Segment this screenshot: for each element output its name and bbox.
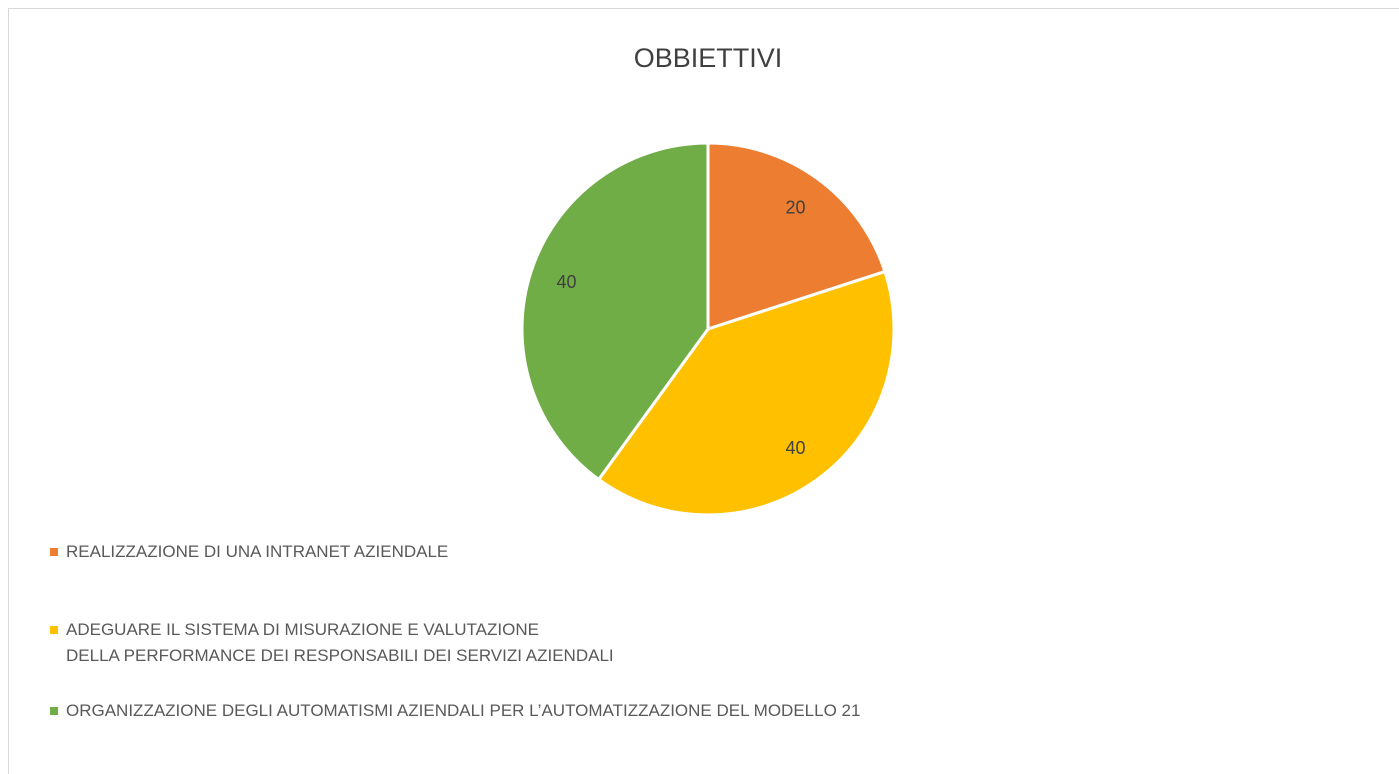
legend-swatch bbox=[50, 548, 58, 556]
pie-slice bbox=[596, 269, 896, 517]
legend-swatch bbox=[50, 707, 58, 715]
legend-entry: ADEGUARE IL SISTEMA DI MISURAZIONE E VAL… bbox=[50, 617, 614, 669]
legend-swatch bbox=[50, 626, 58, 634]
data-label: 40 bbox=[556, 272, 576, 292]
legend-label: ORGANIZZAZIONE DEGLI AUTOMATISMI AZIENDA… bbox=[66, 701, 861, 720]
data-label: 20 bbox=[785, 197, 805, 217]
legend-label: REALIZZAZIONE DI UNA INTRANET AZIENDALE bbox=[66, 542, 449, 561]
legend-label: ADEGUARE IL SISTEMA DI MISURAZIONE E VAL… bbox=[66, 620, 614, 665]
pie-slice bbox=[520, 141, 710, 482]
pie-slice bbox=[706, 141, 887, 332]
data-label: 40 bbox=[785, 438, 805, 458]
legend-entry: ORGANIZZAZIONE DEGLI AUTOMATISMI AZIENDA… bbox=[50, 698, 860, 724]
chart-title: OBBIETTIVI bbox=[634, 43, 783, 73]
legend-entry: REALIZZAZIONE DI UNA INTRANET AZIENDALE bbox=[50, 539, 448, 565]
chart-frame bbox=[8, 8, 1399, 774]
